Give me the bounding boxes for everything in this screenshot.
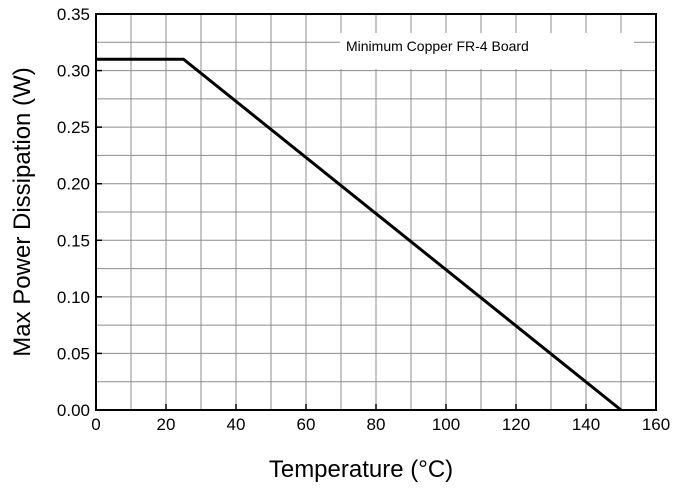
x-tick-label: 120 [502,415,530,434]
x-tick-labels: 0 20 40 60 80 100 120 140 160 [91,404,670,434]
y-tick-label: 0.00 [57,401,90,420]
y-axis-title: Max Power Dissipation (W) [9,67,36,356]
x-tick-label: 100 [432,415,460,434]
y-tick-label: 0.30 [57,62,90,81]
y-tick-label: 0.35 [57,5,90,24]
series-line [96,57,622,412]
legend-label: Minimum Copper FR-4 Board [346,38,529,54]
x-tick-label: 20 [157,415,176,434]
x-axis-title: Temperature (°C) [269,456,453,483]
x-tick-label: 0 [91,415,100,434]
x-tick-label: 160 [642,415,670,434]
series-layer [96,57,622,412]
y-tick-label: 0.25 [57,118,90,137]
legend-box: Minimum Copper FR-4 Board [340,33,634,69]
y-tick-label: 0.10 [57,288,90,307]
y-tick-label: 0.05 [57,344,90,363]
legend-background [340,33,634,69]
y-tick-label: 0.15 [57,231,90,250]
x-tick-label: 60 [297,415,316,434]
y-tick-label: 0.20 [57,175,90,194]
y-tick-labels: 0.00 0.05 0.10 0.15 0.20 0.25 0.30 0.35 [57,5,102,420]
x-tick-label: 140 [572,415,600,434]
x-tick-label: 40 [227,415,246,434]
grid [96,14,656,410]
x-tick-label: 80 [367,415,386,434]
